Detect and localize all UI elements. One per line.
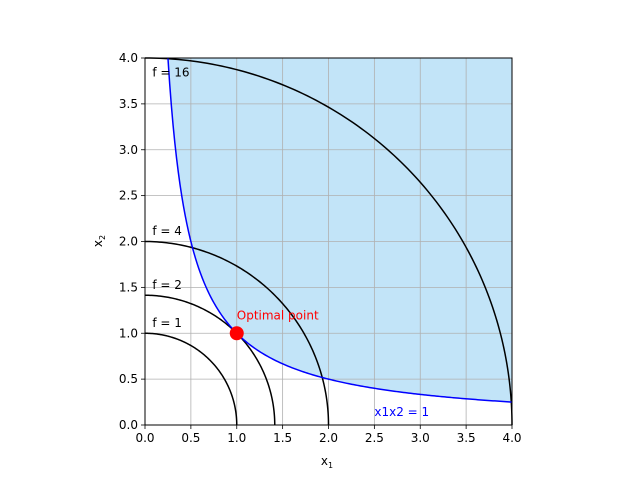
y-tick-label: 0.5: [119, 372, 138, 386]
x-axis-label: x1: [321, 454, 333, 470]
x-tick-label: 0.5: [181, 431, 200, 445]
contour-f-4: [144, 57, 513, 426]
y-tick-label: 1.0: [119, 326, 138, 340]
feasible-region: [167, 58, 512, 403]
optimal-point-marker: [229, 326, 244, 341]
constraint-curve: [167, 57, 513, 403]
point-layer: Optimal point: [229, 308, 319, 341]
y-tick-label: 3.5: [119, 97, 138, 111]
optimal-point-label: Optimal point: [237, 308, 319, 322]
tick-layer: 0.0 0.5 1.0 1.5 2.0 2.5 3.0 3.5 4.0 0.0 0.5 1.0 1.5 2…: [119, 51, 522, 445]
x-tick-label: 3.5: [457, 431, 476, 445]
constraint-label: x1x2 = 1: [374, 405, 429, 419]
contour-label: f = 1: [152, 316, 182, 330]
contour-label: f = 4: [152, 224, 182, 238]
contour-f-1: [144, 332, 238, 426]
x-tick-label: 2.5: [365, 431, 384, 445]
x-tick-label: 4.0: [502, 431, 521, 445]
constraint-layer: [167, 57, 513, 403]
x-tick-label: 1.0: [227, 431, 246, 445]
x-tick-label: 1.5: [273, 431, 292, 445]
contour-label: f = 2: [152, 278, 182, 292]
y-tick-label: 0.0: [119, 418, 138, 432]
label-layer: f = 1 f = 2 f = 4 f = 16 x1x2 = 1: [152, 65, 429, 418]
x-tick-label: 2.0: [319, 431, 338, 445]
contour-label: f = 16: [152, 65, 189, 79]
y-tick-label: 3.0: [119, 143, 138, 157]
y-tick-label: 2.5: [119, 189, 138, 203]
y-tick-label: 2.0: [119, 235, 138, 249]
x-tick-label: 0.0: [135, 431, 154, 445]
y-tick-label: 1.5: [119, 280, 138, 294]
y-axis-label: x2: [91, 235, 107, 247]
feasible-region-layer: [167, 58, 512, 403]
x-tick-label: 3.0: [411, 431, 430, 445]
y-tick-label: 4.0: [119, 51, 138, 65]
